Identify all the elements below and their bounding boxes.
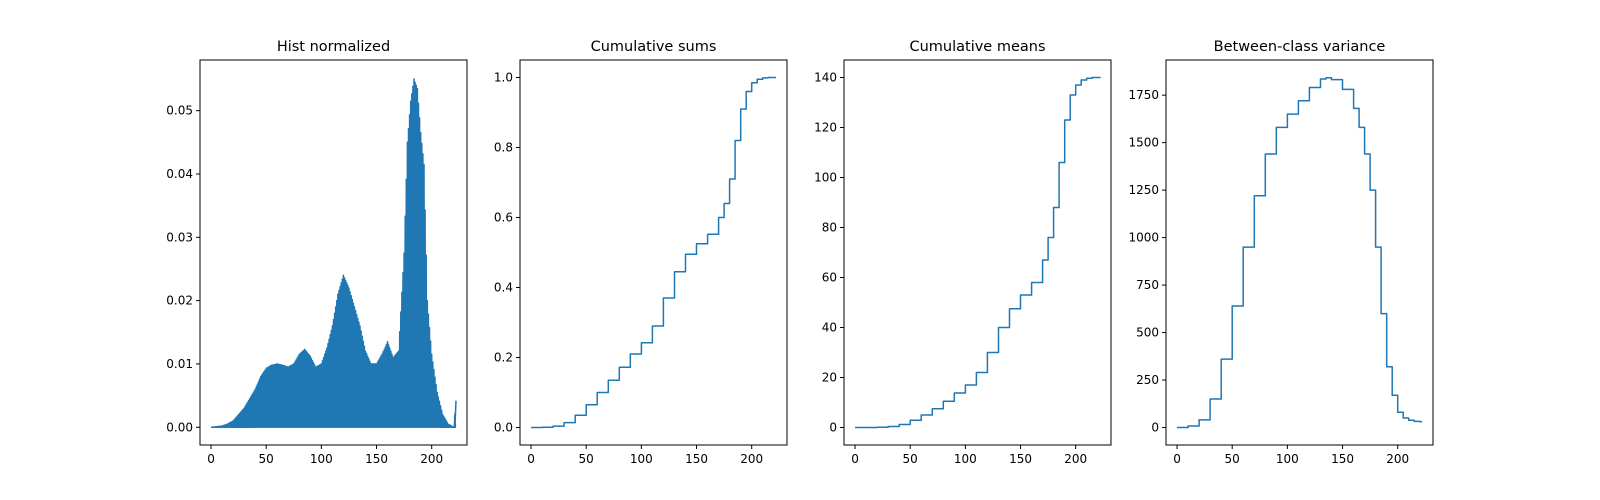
y-tick-label: 20 [822, 371, 837, 385]
y-tick-label: 0 [1151, 421, 1159, 435]
series-line [210, 78, 457, 429]
y-tick-label: 0.8 [494, 141, 513, 155]
axes-frame [1165, 59, 1434, 446]
subplot-4: Between-class variance 0 50 100 150 200 0 250 50… [1128, 39, 1434, 466]
x-tick-label: 100 [1276, 452, 1299, 466]
x-tick-label: 100 [310, 452, 333, 466]
y-tick-label: 1250 [1128, 183, 1159, 197]
y-tick-label: 0.00 [166, 420, 193, 434]
y-tick-label: 40 [822, 321, 837, 335]
y-tick-label: 0.4 [494, 281, 513, 295]
y-tick-label: 0.0 [494, 421, 513, 435]
y-tick-label: 120 [814, 121, 837, 135]
x-tick-label: 200 [1064, 452, 1087, 466]
subplot-3: Cumulative means 0 50 100 150 200 0 20 40 60 80 100… [814, 39, 1112, 466]
axes-frame [199, 59, 468, 446]
x-tick-label: 200 [420, 452, 443, 466]
y-tick-label: 750 [1136, 278, 1159, 292]
x-tick-label: 200 [1386, 452, 1409, 466]
y-tick-label: 0 [829, 421, 837, 435]
subplot-title: Hist normalized [277, 39, 390, 55]
x-tick-label: 100 [630, 452, 653, 466]
x-tick-label: 150 [365, 452, 388, 466]
y-tick-label: 250 [1136, 373, 1159, 387]
x-tick-label: 50 [903, 452, 918, 466]
series-line [855, 76, 1101, 429]
y-tick-label: 60 [822, 271, 837, 285]
subplot-title: Cumulative means [909, 39, 1045, 55]
axes-frame [843, 59, 1112, 446]
y-tick-label: 0.2 [494, 351, 513, 365]
subplot-title: Between-class variance [1214, 39, 1386, 55]
y-tick-label: 0.01 [166, 357, 193, 371]
y-tick-label: 80 [822, 221, 837, 235]
x-tick-label: 200 [740, 452, 763, 466]
y-tick-label: 140 [814, 71, 837, 85]
series-line [531, 76, 776, 429]
series-line [1177, 76, 1422, 429]
y-tick-label: 0.05 [166, 104, 193, 118]
subplot-title: Cumulative sums [591, 39, 717, 55]
x-tick-label: 0 [207, 452, 215, 466]
y-tick-label: 0.02 [166, 294, 193, 308]
x-tick-label: 50 [1225, 452, 1240, 466]
subplot-2: Cumulative sums 0 50 100 150 200 0.0 0.2 0.4 0.6 0… [494, 39, 788, 466]
x-tick-label: 50 [579, 452, 594, 466]
x-tick-label: 150 [1331, 452, 1354, 466]
axes-frame [519, 59, 788, 446]
y-tick-label: 0.6 [494, 211, 513, 225]
x-tick-label: 150 [1009, 452, 1032, 466]
x-tick-label: 0 [851, 452, 859, 466]
x-tick-label: 0 [1173, 452, 1181, 466]
subplot-1: Hist normalized 0 50 100 150 200 0.00 0.01 0.02 0… [166, 39, 468, 466]
y-tick-label: 500 [1136, 326, 1159, 340]
x-tick-label: 100 [954, 452, 977, 466]
y-tick-label: 1.0 [494, 71, 513, 85]
y-tick-label: 0.04 [166, 167, 193, 181]
x-tick-label: 150 [685, 452, 708, 466]
y-tick-label: 1000 [1128, 231, 1159, 245]
y-tick-label: 1500 [1128, 136, 1159, 150]
x-tick-label: 50 [259, 452, 274, 466]
y-tick-label: 100 [814, 171, 837, 185]
y-tick-label: 0.03 [166, 230, 193, 244]
y-tick-label: 1750 [1128, 88, 1159, 102]
x-tick-label: 0 [527, 452, 535, 466]
